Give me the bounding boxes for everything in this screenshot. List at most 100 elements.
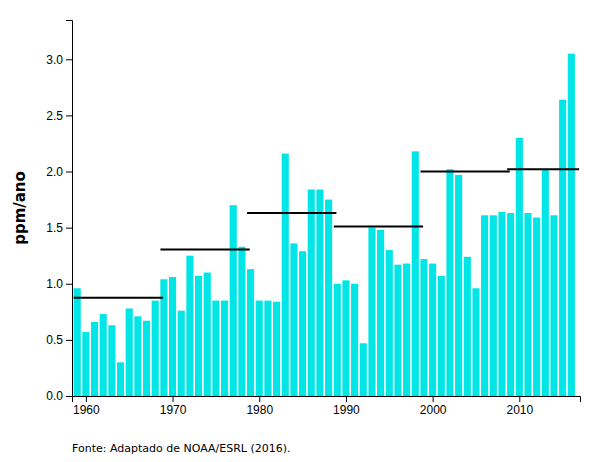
bar (204, 273, 211, 396)
bar (533, 218, 540, 396)
y-axis: 0.0 0.5 1.0 1.5 2.0 2.5 3.0 (46, 21, 72, 404)
bar (368, 228, 375, 396)
bar (394, 265, 401, 396)
chart: 1960 1970 1980 1990 2000 2010 0.0 0.5 1.0 1.5 2.0 2… (0, 0, 602, 462)
x-tick-label: 1980 (246, 403, 273, 417)
x-tick-mark (173, 396, 174, 402)
y-tick-label: 2.0 (46, 165, 63, 179)
mean-line (74, 297, 163, 299)
y-tick-mark (66, 396, 72, 397)
x-tick-label: 1990 (333, 403, 360, 417)
y-tick: 1.5 (46, 221, 72, 235)
bar (550, 215, 557, 396)
x-axis-line (73, 397, 581, 403)
bar (256, 301, 263, 396)
bar (386, 250, 393, 396)
bar (464, 257, 471, 396)
bar (446, 169, 453, 396)
x-axis: 1960 1970 1980 1990 2000 2010 (73, 396, 581, 417)
y-tick: 0.5 (46, 333, 72, 347)
y-tick-mark (66, 115, 72, 116)
bar (316, 189, 323, 396)
bar (82, 332, 89, 396)
plot: 1960 1970 1980 1990 2000 2010 0.0 0.5 1.0 1.5 2.0 2… (46, 21, 580, 417)
x-tick-mark (346, 396, 347, 402)
bar (195, 276, 202, 396)
bar (559, 100, 566, 396)
y-tick-mark (66, 228, 72, 229)
x-tick-label: 2000 (420, 403, 447, 417)
source-note: Fonte: Adaptado de NOAA/ESRL (2016). (72, 442, 291, 455)
bar (403, 264, 410, 396)
x-tick-mark (519, 396, 520, 402)
marks (74, 54, 579, 396)
y-tick-mark (66, 172, 72, 173)
x-tick: 1960 (73, 396, 100, 417)
bar (325, 200, 332, 396)
bar (351, 284, 358, 396)
bar (342, 280, 349, 396)
bar (221, 301, 228, 396)
x-tick: 1980 (246, 396, 273, 417)
y-tick-label: 0.5 (46, 333, 63, 347)
x-tick-mark (433, 396, 434, 402)
x-tick-label: 1960 (73, 403, 100, 417)
bar (247, 269, 254, 396)
bar (334, 284, 341, 396)
x-tick-mark (259, 396, 260, 402)
bar (264, 301, 271, 396)
x-tick: 1970 (160, 396, 187, 417)
y-tick-label: 2.5 (46, 109, 63, 123)
y-tick: 2.0 (46, 165, 72, 179)
bar (490, 215, 497, 396)
bar (238, 247, 245, 396)
bar (420, 259, 427, 396)
y-tick: 1.0 (46, 277, 72, 291)
y-tick-label: 3.0 (46, 53, 63, 67)
y-tick: 3.0 (46, 53, 72, 67)
bar (212, 301, 219, 396)
bar (299, 251, 306, 396)
bar (108, 325, 115, 396)
bar (498, 212, 505, 396)
bar (74, 288, 81, 396)
x-tick-label: 2010 (506, 403, 533, 417)
bar (169, 277, 176, 396)
y-tick-label: 1.5 (46, 221, 63, 235)
mean-line (247, 212, 336, 214)
bar (100, 314, 107, 396)
x-tick-mark (86, 396, 87, 402)
mean-line (420, 171, 509, 173)
bar (290, 243, 297, 396)
x-tick-label: 1970 (160, 403, 187, 417)
mean-line (507, 168, 579, 170)
bar (308, 189, 315, 396)
bar (429, 264, 436, 396)
y-tick: 2.5 (46, 109, 72, 123)
bar (438, 276, 445, 396)
bar (230, 205, 237, 396)
mean-line (160, 249, 249, 251)
bar (273, 302, 280, 396)
y-axis-line (66, 21, 73, 397)
bar (126, 308, 133, 396)
bar (542, 169, 549, 396)
y-tick-label: 0.0 (46, 389, 63, 403)
y-axis-title: ppm/ano (11, 171, 29, 245)
bar (412, 151, 419, 396)
bar (91, 322, 98, 396)
x-tick: 2010 (506, 396, 533, 417)
bar (152, 301, 159, 396)
mean-line (334, 226, 423, 228)
x-tick: 1990 (333, 396, 360, 417)
bar (568, 54, 575, 396)
bar (117, 362, 124, 396)
bar (524, 213, 531, 396)
y-tick-mark (66, 284, 72, 285)
y-tick-label: 1.0 (46, 277, 63, 291)
bar (186, 256, 193, 396)
bar (507, 213, 514, 396)
bar (455, 175, 462, 396)
bar (143, 321, 150, 396)
y-tick: 0.0 (46, 389, 72, 403)
